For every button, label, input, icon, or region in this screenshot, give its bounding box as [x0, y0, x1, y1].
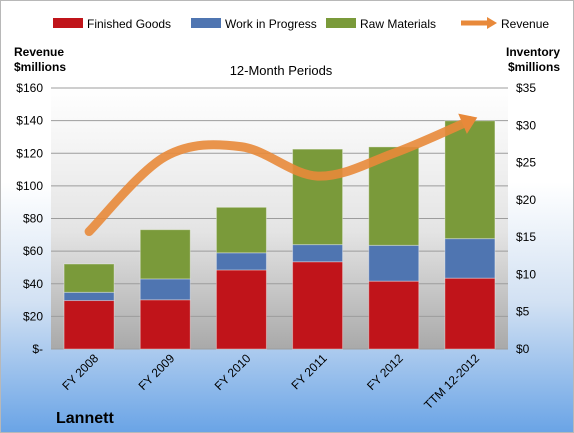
chart-subtitle: 12-Month Periods: [230, 63, 333, 78]
bar-raw-materials: [139, 229, 191, 280]
left-tick-label: $40: [23, 277, 43, 291]
x-tick-label: TTM 12-2012: [421, 351, 482, 412]
right-tick-label: $25: [516, 156, 536, 170]
legend: Finished Goods Work in Progress Raw Materi…: [53, 17, 549, 31]
x-tick-label: FY 2011: [289, 351, 330, 392]
bar-finished-goods: [444, 277, 496, 350]
bars: [63, 120, 496, 350]
gridlines: [51, 87, 508, 350]
left-tick-label: $140: [16, 114, 43, 128]
legend-label-finished-goods: Finished Goods: [87, 17, 171, 31]
revenue-line-path: [84, 116, 475, 237]
x-tick-label: FY 2010: [212, 351, 254, 393]
bar-finished-goods: [215, 269, 267, 350]
bar-finished-goods: [63, 300, 115, 350]
right-axis-ticks: $0 $5 $10 $15 $20 $25 $30 $35: [516, 81, 536, 356]
right-tick-label: $35: [516, 81, 536, 95]
bar-raw-materials: [444, 120, 496, 240]
right-tick-label: $15: [516, 230, 536, 244]
left-tick-label: $120: [16, 146, 43, 160]
bar-work-in-progress: [444, 238, 496, 279]
legend-swatch-work-in-progress: [191, 18, 221, 28]
legend-swatch-raw-materials: [326, 18, 356, 28]
bar-finished-goods: [139, 299, 191, 350]
right-tick-label: $30: [516, 118, 536, 132]
company-name: Lannett: [56, 410, 114, 427]
bar-work-in-progress: [139, 278, 191, 301]
x-tick-label: FY 2008: [59, 351, 101, 393]
bar-finished-goods: [292, 261, 344, 350]
left-axis-title-line1: Revenue: [14, 45, 64, 59]
bar-work-in-progress: [63, 291, 115, 302]
right-tick-label: $20: [516, 193, 536, 207]
legend-revenue-arrowhead-icon: [487, 17, 497, 29]
bar-raw-materials: [63, 263, 115, 293]
x-tick-label: FY 2009: [136, 351, 178, 393]
left-tick-label: $60: [23, 244, 43, 258]
right-tick-label: $10: [516, 267, 536, 281]
right-tick-label: $0: [516, 342, 530, 356]
right-tick-label: $5: [516, 305, 530, 319]
right-axis-title-line2: $millions: [508, 60, 560, 74]
bar-raw-materials: [292, 148, 344, 246]
legend-label-revenue: Revenue: [501, 17, 549, 31]
legend-swatch-finished-goods: [53, 18, 83, 28]
left-tick-label: $100: [16, 179, 43, 193]
bar-raw-materials: [215, 206, 267, 254]
bar-finished-goods: [368, 280, 420, 350]
legend-label-raw-materials: Raw Materials: [360, 17, 436, 31]
revenue-line: [84, 113, 478, 237]
left-tick-label: $80: [23, 212, 43, 226]
bar-work-in-progress: [215, 252, 267, 271]
legend-label-work-in-progress: Work in Progress: [225, 17, 317, 31]
bar-work-in-progress: [368, 244, 420, 282]
x-axis-ticks: FY 2008 FY 2009 FY 2010 FY 2011 FY 2012 TTM 1…: [59, 351, 482, 412]
left-tick-label: $160: [16, 81, 43, 95]
revenue-arrowhead: [458, 113, 478, 134]
left-axis-ticks: $- $20 $40 $60 $80 $100 $120 $140 $160: [16, 81, 43, 356]
left-tick-label: $-: [32, 342, 43, 356]
bar-work-in-progress: [292, 244, 344, 263]
x-tick-label: FY 2012: [364, 351, 406, 393]
left-axis-title-line2: $millions: [14, 60, 66, 74]
right-axis-title-line1: Inventory: [506, 45, 560, 59]
left-tick-label: $20: [23, 309, 43, 323]
